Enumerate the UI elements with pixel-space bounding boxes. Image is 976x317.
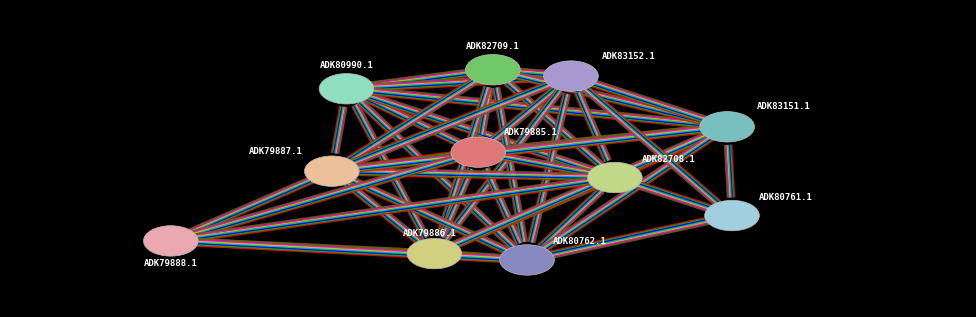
Ellipse shape <box>700 112 754 142</box>
Ellipse shape <box>588 162 642 193</box>
Text: ADK79885.1: ADK79885.1 <box>504 128 557 137</box>
Ellipse shape <box>500 245 554 275</box>
Text: ADK82708.1: ADK82708.1 <box>642 155 696 164</box>
Text: ADK80762.1: ADK80762.1 <box>552 237 606 246</box>
Text: ADK82709.1: ADK82709.1 <box>466 42 520 51</box>
Text: ADK80761.1: ADK80761.1 <box>759 193 813 202</box>
Ellipse shape <box>319 74 374 104</box>
Ellipse shape <box>407 238 462 269</box>
Ellipse shape <box>143 226 198 256</box>
Ellipse shape <box>305 156 359 186</box>
Text: ADK83151.1: ADK83151.1 <box>756 102 810 111</box>
Text: ADK79886.1: ADK79886.1 <box>402 229 457 238</box>
Text: ADK79887.1: ADK79887.1 <box>249 147 303 156</box>
Text: ADK79888.1: ADK79888.1 <box>143 259 198 268</box>
Ellipse shape <box>705 200 759 231</box>
Ellipse shape <box>544 61 598 91</box>
Text: ADK80990.1: ADK80990.1 <box>319 61 374 70</box>
Ellipse shape <box>451 137 506 167</box>
Ellipse shape <box>466 55 520 85</box>
Text: ADK83152.1: ADK83152.1 <box>602 52 656 61</box>
